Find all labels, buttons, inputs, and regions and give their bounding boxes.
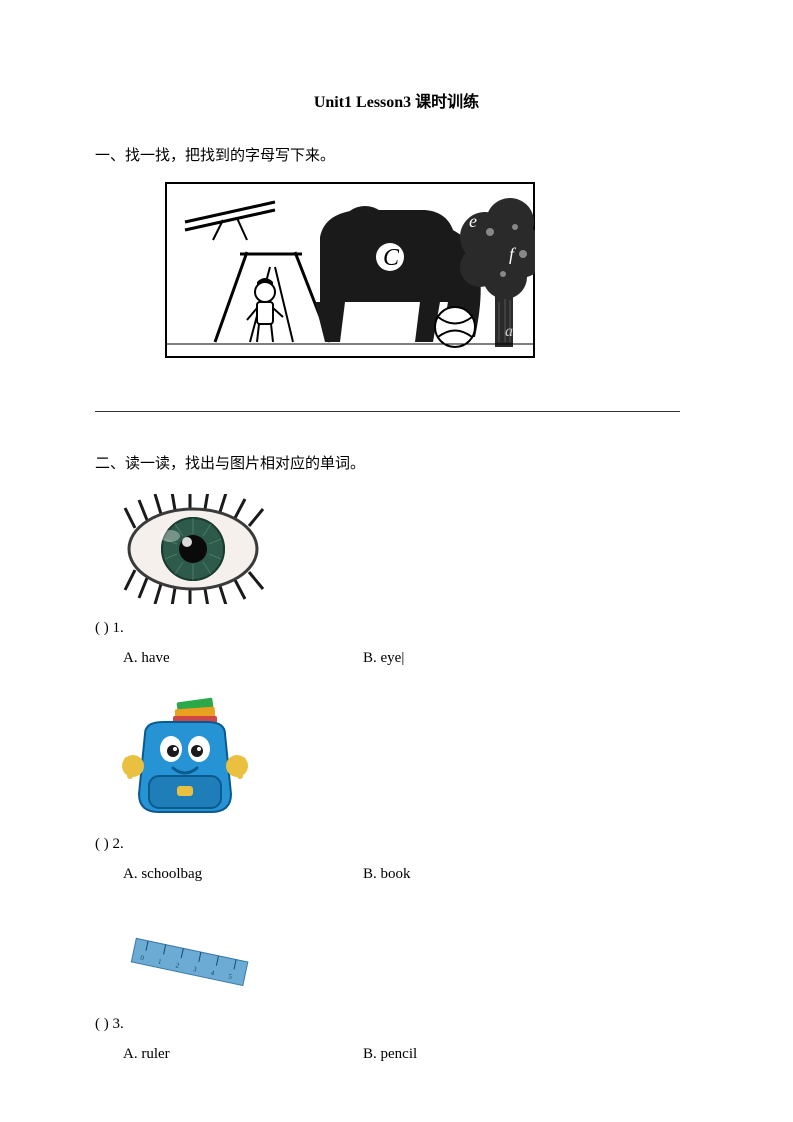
section2-heading: 二、读一读，找出与图片相对应的单词。 [95,452,698,476]
q2-option-b[interactable]: B. book [363,862,411,886]
q1-option-a[interactable]: A. have [123,646,363,670]
q1-image [115,494,698,612]
page-title: Unit1 Lesson3 课时训练 [95,90,698,116]
q3-number[interactable]: ( ) 3. [95,1012,698,1036]
question-3: 0 1 2 3 4 5 ( ) 3. A. ruler B. pencil [95,920,698,1066]
q3-option-b[interactable]: B. pencil [363,1042,417,1066]
answer-line[interactable] [95,392,680,412]
svg-text:a: a [505,323,513,340]
svg-text:e: e [469,211,477,231]
section1-image: C e f a [165,182,698,366]
q2-number[interactable]: ( ) 2. [95,832,698,856]
q2-option-a[interactable]: A. schoolbag [123,862,363,886]
q1-number[interactable]: ( ) 1. [95,616,698,640]
question-2: ( ) 2. A. schoolbag B. book [95,694,698,886]
question-1: ( ) 1. A. have B. eye| [95,494,698,670]
q1-option-b[interactable]: B. eye| [363,646,404,670]
q3-image: 0 1 2 3 4 5 [115,920,698,1008]
q3-option-a[interactable]: A. ruler [123,1042,363,1066]
section1-heading: 一、找一找，把找到的字母写下来。 [95,144,698,168]
q2-image [115,694,698,828]
svg-text:C: C [383,245,400,271]
